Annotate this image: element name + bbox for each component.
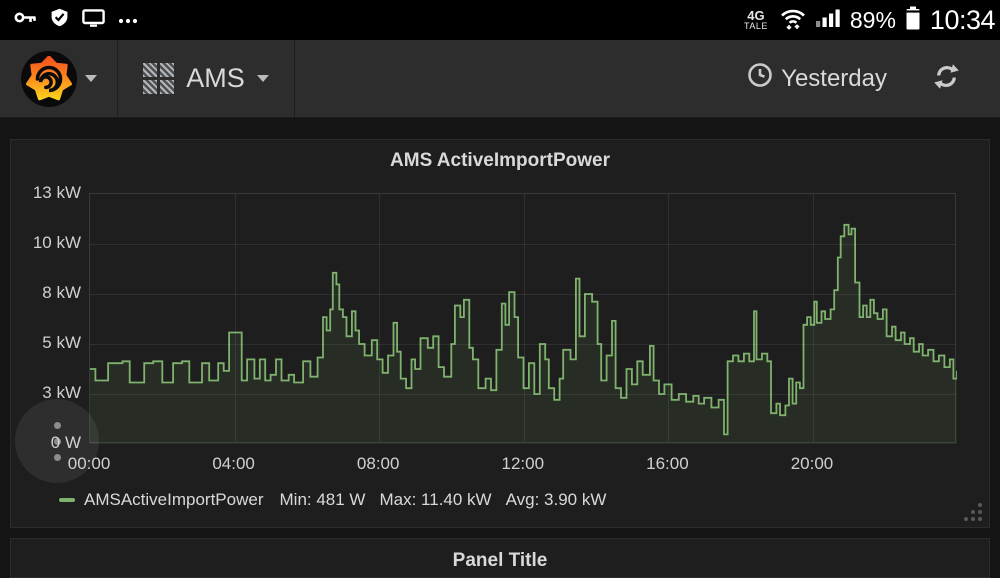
screen-share-icon	[82, 8, 105, 32]
gridline-horizontal	[90, 394, 955, 395]
gridline-vertical	[668, 194, 669, 442]
grafana-navbar: AMS Yesterday	[0, 40, 1000, 118]
dashboard-grid-icon	[143, 63, 175, 94]
panel-title[interactable]: AMS ActiveImportPower	[390, 150, 610, 171]
legend: AMSActiveImportPower Min: 481 W Max: 11.…	[59, 490, 620, 510]
more-notifications-icon	[118, 11, 138, 29]
legend-series-swatch	[59, 498, 75, 502]
gridline-vertical	[523, 194, 525, 442]
chevron-down-icon	[256, 75, 269, 82]
gridline-vertical	[812, 194, 814, 442]
assistive-dot	[53, 453, 61, 461]
next-panel: Panel Title	[10, 538, 990, 578]
gridline-horizontal	[90, 294, 955, 295]
play-protect-icon	[50, 8, 69, 32]
status-bar: 4G TALE 89%	[0, 0, 1000, 40]
clock-icon	[747, 62, 773, 95]
assistive-menu-button[interactable]	[15, 399, 99, 483]
wifi-icon	[779, 6, 807, 35]
navbar-right: Yesterday	[747, 40, 1000, 117]
time-range-picker[interactable]: Yesterday	[747, 62, 887, 95]
network-subtype: TALE	[744, 21, 768, 31]
key-icon	[14, 9, 37, 31]
legend-series-label[interactable]: AMSActiveImportPower	[84, 490, 264, 509]
refresh-icon	[933, 63, 960, 95]
plot-area[interactable]	[89, 193, 957, 444]
network-type-label: 4G TALE	[744, 9, 768, 31]
refresh-button[interactable]	[933, 63, 960, 95]
gridline-horizontal	[90, 244, 955, 245]
chevron-down-icon	[84, 75, 97, 82]
battery-percent: 89%	[849, 6, 896, 33]
system-status-icons: 4G TALE 89%	[744, 5, 1000, 36]
series-svg	[90, 223, 957, 444]
gridline-vertical	[234, 194, 236, 442]
notification-icons	[0, 8, 138, 32]
battery-icon	[905, 6, 921, 35]
assistive-dot	[53, 437, 61, 445]
x-axis: 00:00 04:00 08:00 12:00 16:00 20:00	[67, 454, 834, 473]
network-type: 4G	[747, 8, 765, 23]
gridline-vertical	[379, 194, 380, 442]
legend-min: Min: 481 W	[279, 490, 366, 509]
y-axis: 13 kW 10 kW 8 kW 5 kW 3 kW 0 W	[32, 183, 81, 452]
signal-strength-icon	[815, 8, 841, 32]
clock-time: 10:34	[929, 4, 996, 35]
time-range-label: Yesterday	[781, 64, 887, 92]
assistive-dot	[53, 421, 61, 429]
legend-avg: Avg: 3.90 kW	[505, 490, 607, 509]
legend-max: Max: 11.40 kW	[379, 490, 492, 509]
next-panel-title[interactable]: Panel Title	[452, 550, 548, 571]
dashboard-picker[interactable]: AMS	[118, 40, 295, 117]
grafana-logo-icon	[20, 50, 77, 107]
dashboard-name: AMS	[186, 63, 245, 93]
grafana-menu-button[interactable]	[0, 40, 118, 117]
graph-panel: AMS ActiveImportPower 13 kW 10 kW 8 kW 5…	[10, 139, 990, 528]
panel-resize-handle[interactable]	[964, 503, 982, 521]
gridline-horizontal	[90, 344, 955, 345]
